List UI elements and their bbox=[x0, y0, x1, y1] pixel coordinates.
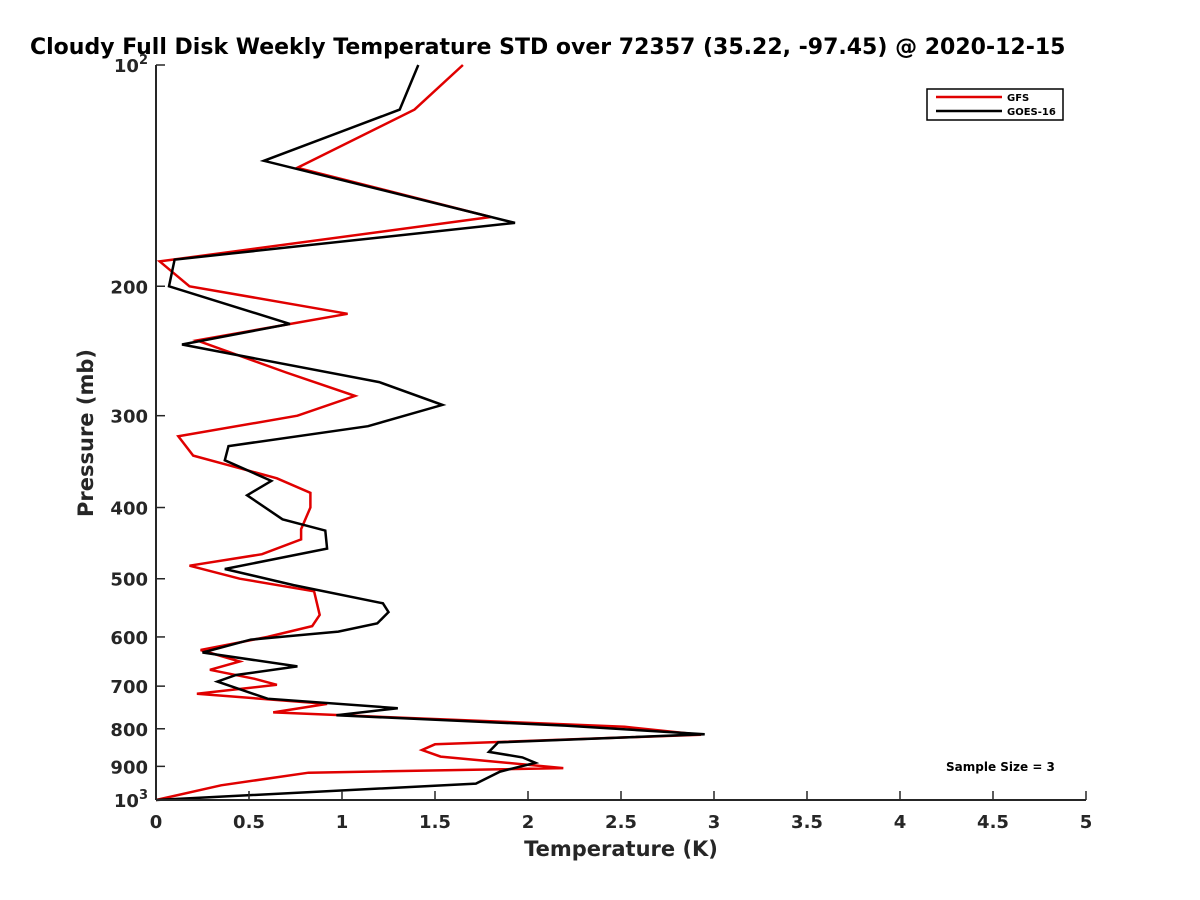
x-tick-label: 4.5 bbox=[977, 812, 1009, 833]
x-tick-label: 2 bbox=[522, 812, 535, 833]
y-tick-label: 200 bbox=[110, 277, 148, 298]
x-tick-label: 3.5 bbox=[791, 812, 823, 833]
x-tick-label: 4 bbox=[894, 812, 907, 833]
legend-box bbox=[926, 88, 1064, 121]
x-tick-label: 0 bbox=[150, 812, 163, 833]
y-tick-label: 102 bbox=[114, 53, 148, 77]
y-tick-label: 900 bbox=[110, 757, 148, 778]
chart-title: Cloudy Full Disk Weekly Temperature STD … bbox=[30, 35, 1065, 60]
x-tick-label: 0.5 bbox=[233, 812, 265, 833]
series-layer bbox=[155, 64, 705, 802]
y-tick-layer: 102 200 300 400 500 600 700 800 900 103 bbox=[110, 53, 165, 812]
x-tick-layer: 0 0.5 1 1.5 2 2.5 3 3.5 4 4.5 5 bbox=[150, 791, 1093, 833]
y-tick-label: 700 bbox=[110, 677, 148, 698]
y-tick-label: 600 bbox=[110, 628, 148, 649]
x-axis-label: Temperature (K) bbox=[524, 837, 718, 861]
x-tick-label: 2.5 bbox=[605, 812, 637, 833]
y-tick-label: 800 bbox=[110, 720, 148, 741]
y-axis-label: Pressure (mb) bbox=[74, 349, 98, 517]
x-tick-label: 1 bbox=[336, 812, 349, 833]
x-tick-label: 1.5 bbox=[419, 812, 451, 833]
y-tick-label: 500 bbox=[110, 570, 148, 591]
legend-label-gfs: GFS bbox=[1007, 93, 1029, 104]
y-tick-label: 300 bbox=[110, 407, 148, 428]
y-tick-label: 103 bbox=[114, 788, 148, 812]
y-tick-label: 400 bbox=[110, 499, 148, 520]
x-tick-label: 5 bbox=[1080, 812, 1093, 833]
x-tick-label: 3 bbox=[708, 812, 721, 833]
legend-label-goes16: GOES-16 bbox=[1007, 107, 1056, 118]
legend: GFS GOES-16 bbox=[926, 88, 1064, 121]
series-line-goes16 bbox=[155, 64, 705, 802]
sample-size-annotation: Sample Size = 3 bbox=[946, 760, 1055, 774]
